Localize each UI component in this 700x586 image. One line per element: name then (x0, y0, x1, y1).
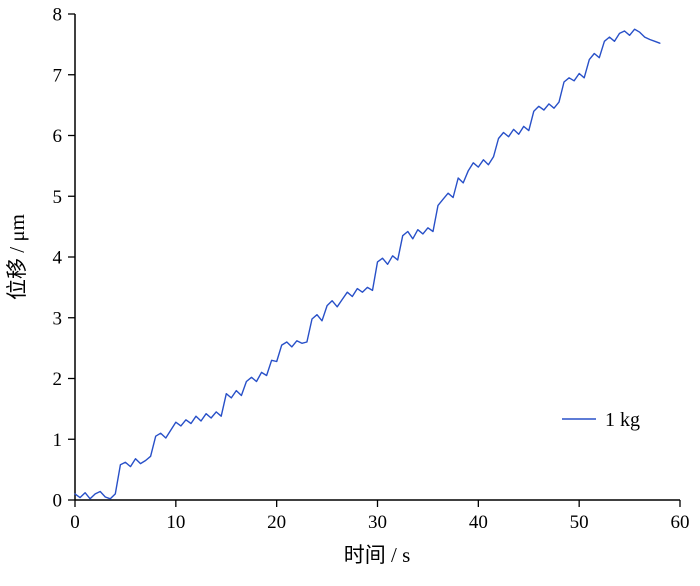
x-tick-label: 10 (166, 512, 185, 533)
legend: 1 kg (562, 409, 640, 431)
x-tick-label: 30 (368, 512, 387, 533)
axes-layer: 0 10 20 30 40 50 60 0 1 2 3 4 5 6 7 8 (53, 5, 690, 534)
y-axis-label: 位移 / μm (5, 214, 29, 300)
y-tick-label: 2 (53, 369, 63, 390)
y-tick-label: 6 (53, 126, 63, 147)
data-series-line (74, 28, 661, 500)
x-tick-label: 20 (267, 512, 286, 533)
x-tick-label: 0 (70, 512, 80, 533)
y-tick-label: 8 (53, 5, 63, 26)
series-layer (74, 28, 661, 500)
y-tick-label: 4 (53, 248, 63, 269)
y-tick-label: 3 (53, 308, 63, 329)
x-axis-label: 时间 / s (344, 543, 411, 567)
x-tick-label: 60 (671, 512, 690, 533)
legend-label: 1 kg (605, 409, 640, 431)
y-tick-label: 7 (53, 65, 63, 86)
y-tick-label: 1 (53, 430, 63, 451)
x-tick-label: 40 (469, 512, 488, 533)
x-tick-label: 50 (570, 512, 589, 533)
y-tick-label: 5 (53, 187, 63, 208)
y-tick-label: 0 (53, 491, 63, 512)
